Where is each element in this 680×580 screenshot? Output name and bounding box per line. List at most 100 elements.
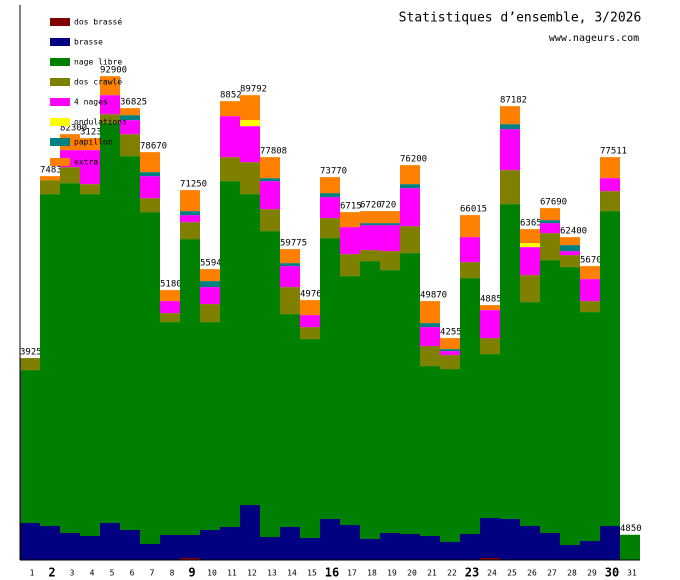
bar-segment [400, 165, 420, 185]
bar-segment [60, 167, 80, 184]
bar-segment [40, 180, 60, 195]
bar-segment [100, 114, 120, 124]
bar-segment [180, 222, 200, 240]
bar-segment [40, 526, 60, 560]
x-tick-label: 13 [267, 569, 277, 578]
total-label: 92900 [100, 66, 127, 76]
total-label: 7483 [40, 166, 62, 176]
bar-segment [140, 212, 160, 545]
bar-segment [580, 541, 600, 560]
bar-segment [280, 263, 300, 267]
bar-segment [140, 172, 160, 177]
bar-segment [140, 152, 160, 173]
total-label: 5670 [580, 256, 602, 266]
x-tick-label: 31 [627, 569, 637, 578]
bar-segment [340, 525, 360, 560]
legend-swatch [50, 18, 70, 26]
bar-segment [360, 223, 380, 226]
total-label: 59775 [280, 239, 307, 249]
bar-segment [540, 260, 560, 534]
bar-segment [300, 327, 320, 340]
bar-segment [180, 211, 200, 216]
bar-segment [400, 226, 420, 254]
bar-segment [80, 194, 100, 537]
bar-segment [400, 253, 420, 535]
bar-segment [500, 519, 520, 560]
x-tick-label: 15 [307, 569, 317, 578]
bar-segment [340, 254, 360, 277]
bar-segment [340, 276, 360, 526]
x-tick-label: 7 [150, 569, 155, 578]
bar-segment [340, 212, 360, 228]
bar-segment [440, 542, 460, 560]
x-tick-label: 12 [247, 569, 257, 578]
bar-segment [540, 533, 560, 560]
x-tick-label: 9 [188, 566, 195, 580]
bar-segment [600, 191, 620, 212]
bar-segment [420, 301, 440, 324]
bar-segment [180, 215, 200, 223]
bar-segment [420, 346, 440, 367]
bar-segment [600, 178, 620, 192]
legend: dos brassé brasse nage libre dos crawlé 4 na… [50, 17, 127, 167]
legend-label: dos crawlé [74, 77, 122, 87]
total-label: 87182 [500, 96, 527, 106]
x-tick-label: 22 [447, 569, 457, 578]
legend-swatch [50, 158, 70, 166]
bar-segment [140, 176, 160, 199]
bar-segment [460, 215, 480, 238]
bar-segment [240, 505, 260, 560]
bar-segment [120, 115, 140, 121]
legend-swatch [50, 138, 70, 146]
legend-label: ondulations [74, 118, 127, 127]
bar-segment [180, 190, 200, 212]
bar-segment [120, 134, 140, 157]
chart-title: Statistiques d’ensemble, 3/2026 [399, 11, 642, 26]
bar-segment [560, 245, 580, 252]
total-label: 78670 [140, 142, 167, 152]
total-label: 82300 [60, 124, 87, 134]
x-tick-label: 10 [207, 569, 217, 578]
total-label: 66015 [460, 205, 487, 215]
bar-segment [420, 327, 440, 347]
bar-segment [440, 351, 460, 356]
bar-segment [100, 76, 120, 96]
total-label: 4885 [480, 295, 502, 305]
bar-segment [520, 247, 540, 276]
bar-segment [380, 225, 400, 252]
bar-segment [480, 518, 500, 559]
bar-segment [460, 237, 480, 263]
x-tick-label: 2 [48, 566, 55, 580]
bar-segment [160, 322, 180, 536]
bar-segment [480, 354, 500, 519]
bar-segment [140, 544, 160, 560]
bar-segment [40, 194, 60, 527]
x-tick-label: 29 [587, 569, 597, 578]
bar-segment [200, 287, 220, 305]
bar-segment [560, 255, 580, 268]
x-tick-label: 11 [227, 569, 237, 578]
bar-segment [20, 370, 40, 524]
bar-segment [260, 181, 280, 210]
bar-segment [160, 313, 180, 323]
total-label: 5180 [160, 280, 182, 290]
bar-segment [80, 536, 100, 560]
bar-segment [320, 238, 340, 520]
bar-segment [380, 211, 400, 224]
bar-segment [580, 279, 600, 302]
total-label: 76200 [400, 155, 427, 165]
bar-segment [440, 355, 460, 370]
bar-segment [260, 537, 280, 560]
bar-segment [580, 301, 600, 313]
bar-segment [220, 157, 240, 182]
bar-segment [60, 183, 80, 534]
total-label: 6715 [340, 202, 362, 212]
bar-segment [420, 323, 440, 328]
bar-segment [360, 261, 380, 540]
bar-segment [80, 138, 100, 151]
total-label: 77511 [600, 147, 627, 157]
total-label: 5594 [200, 259, 222, 269]
legend-swatch [50, 58, 70, 66]
total-label: 77808 [260, 147, 287, 157]
bar-segment [220, 116, 240, 158]
